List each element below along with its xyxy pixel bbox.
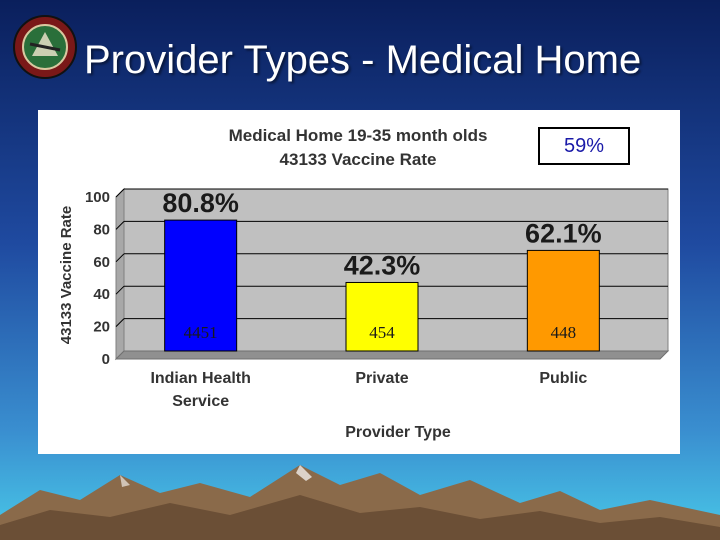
- mountain-range: [0, 465, 720, 540]
- x-tick-label: Indian Health: [150, 370, 250, 387]
- chart-title-line-2: 43133 Vaccine Rate: [279, 150, 437, 169]
- plot-floor: [114, 350, 670, 360]
- count-label: 454: [369, 323, 395, 342]
- gridline-side: [115, 188, 125, 198]
- plot-side-wall: [115, 187, 125, 361]
- slide-title: Provider Types - Medical Home: [84, 38, 642, 82]
- x-axis-label: Provider Type: [345, 424, 451, 441]
- y-tick-label: 0: [102, 351, 110, 368]
- chart-title-line-1: Medical Home 19-35 month olds: [228, 126, 488, 145]
- data-label: 42.3%: [344, 250, 421, 280]
- gridline-side: [115, 285, 125, 295]
- y-tick-label: 100: [85, 189, 110, 206]
- bar: [164, 219, 238, 352]
- y-tick-label: 60: [93, 254, 110, 271]
- y-tick-label: 80: [93, 221, 110, 238]
- count-label: 448: [551, 323, 577, 342]
- x-tick-label: Private: [355, 370, 408, 387]
- bar: [526, 249, 600, 352]
- y-tick-label: 20: [93, 319, 110, 336]
- bar: [345, 281, 419, 352]
- chart-panel: 0 20 40 60 80 100 43133 Vaccine Rate 80.8% 4451 I…: [38, 110, 680, 454]
- x-tick-label: Service: [172, 393, 229, 410]
- count-label: 4451: [184, 323, 218, 342]
- seal-icon: [13, 15, 77, 79]
- gridline-side: [115, 221, 125, 230]
- y-tick-label: 40: [93, 286, 110, 303]
- y-axis-label: 43133 Vaccine Rate: [58, 206, 75, 344]
- bar-chart: 0 20 40 60 80 100 43133 Vaccine Rate 80.8% 4451 I…: [58, 187, 670, 441]
- data-label: 80.8%: [162, 188, 239, 218]
- gridline-side: [115, 253, 125, 263]
- x-tick-label: Public: [539, 370, 587, 387]
- chart-title: Medical Home 19-35 month olds 43133 Vacc…: [188, 124, 528, 172]
- callout-box: 59%: [538, 127, 630, 165]
- gridline-side: [115, 318, 125, 327]
- data-label: 62.1%: [525, 218, 602, 248]
